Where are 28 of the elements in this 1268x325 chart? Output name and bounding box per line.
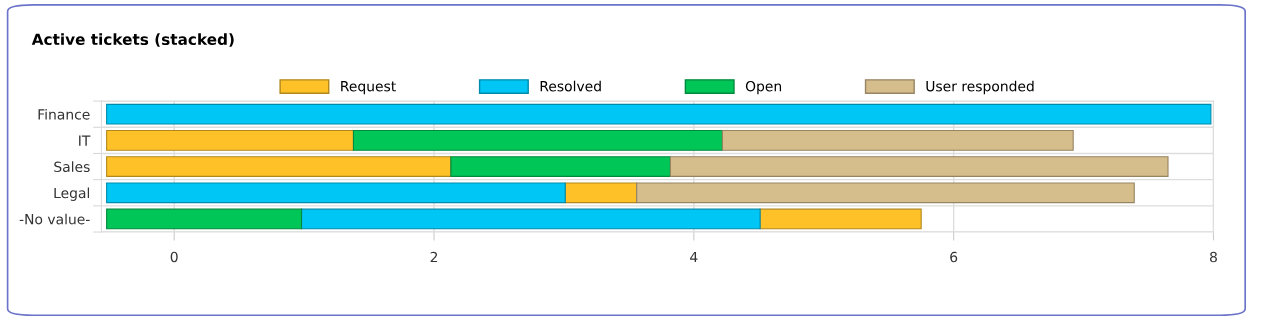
y-tick-label: Finance (38, 108, 90, 120)
y-tick-label: Sales (54, 161, 90, 173)
x-tick-label: 8 (1210, 251, 1217, 263)
bar (106, 103, 1212, 125)
legend-label: Open (745, 80, 782, 95)
x-tick-label: 6 (950, 251, 958, 263)
legend-label: Request (341, 81, 396, 95)
y-tick-label: Legal (54, 187, 90, 201)
bar (106, 129, 355, 151)
bar (564, 182, 638, 204)
bar (450, 156, 672, 177)
bar (721, 129, 1074, 151)
x-tick-label: 4 (690, 251, 698, 263)
bar (106, 156, 452, 177)
bar (352, 129, 723, 151)
bar (759, 208, 922, 230)
bar (106, 182, 566, 204)
x-tick-label: 0 (170, 251, 178, 263)
legend-label: Resolved (540, 80, 601, 92)
legend-label: User responded (926, 80, 1034, 95)
x-tick-label: 2 (430, 251, 438, 263)
bar (300, 208, 761, 230)
y-tick-label: -No value- (19, 213, 90, 225)
chart-title: Active tickets (stacked) (31, 33, 234, 47)
bar (669, 156, 1169, 177)
bar (636, 182, 1135, 204)
bar (106, 208, 303, 230)
y-tick-label: IT (79, 135, 91, 146)
